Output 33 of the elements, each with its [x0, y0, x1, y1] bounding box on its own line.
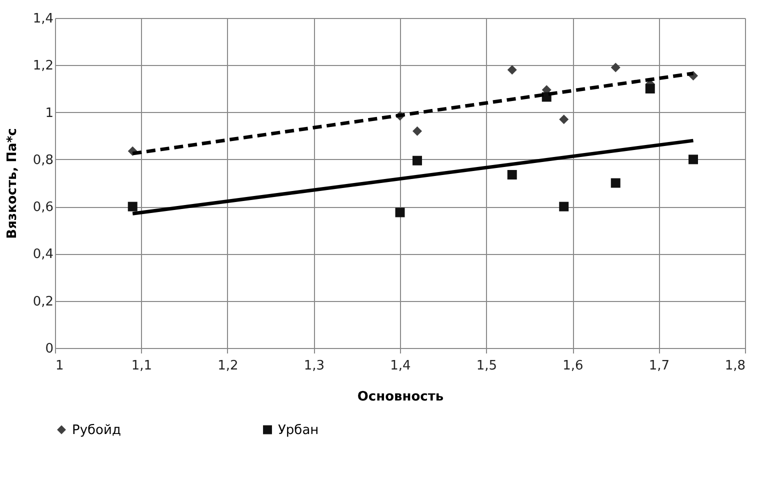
y-tick-label: 1	[45, 106, 54, 121]
point	[559, 202, 569, 212]
x-axis-title: Основность	[357, 390, 444, 404]
x-tick-label: 1	[56, 358, 64, 374]
x-tick-label: 1,1	[131, 358, 152, 374]
x-tick-label: 1,3	[304, 358, 325, 374]
point	[610, 62, 620, 72]
legend-label: Урбан	[278, 422, 319, 438]
y-tick-label: 1,4	[32, 12, 54, 26]
x-tick-label: 1,7	[648, 358, 670, 374]
point	[412, 126, 422, 136]
y-tick-label: 0,8	[32, 152, 54, 168]
y-axis-title: Вязкость, Па*с	[4, 128, 20, 239]
x-tick-label: 1,6	[562, 358, 584, 374]
y-tick-label: 0,2	[32, 294, 54, 310]
point	[507, 65, 517, 75]
point	[128, 202, 138, 212]
point	[559, 114, 569, 124]
point	[412, 156, 422, 166]
y-tick-label: 0,4	[32, 247, 54, 262]
point	[645, 84, 655, 94]
x-tick-label: 1,8	[724, 358, 746, 374]
legend-label: Рубойд	[72, 422, 121, 438]
y-tick-label: 0,6	[32, 200, 54, 216]
y-tick-label: 0	[45, 342, 54, 356]
x-tick-label: 1,4	[390, 358, 411, 374]
point	[610, 178, 620, 188]
point	[688, 154, 698, 164]
point	[395, 208, 405, 218]
point	[507, 170, 517, 180]
x-tick-label: 1,2	[218, 358, 238, 374]
x-tick-label: 1,5	[476, 358, 498, 374]
y-tick-label: 1,2	[32, 58, 54, 74]
